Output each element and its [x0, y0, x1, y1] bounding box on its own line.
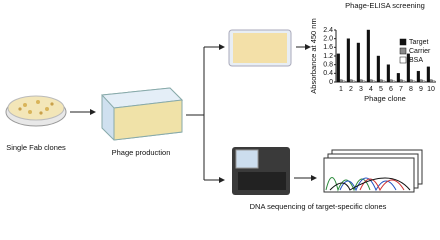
bar: [369, 79, 373, 83]
well-plate: [100, 87, 184, 141]
legend-label: Carrier: [409, 48, 431, 55]
x-tick-label: 9: [419, 86, 423, 93]
bar: [396, 73, 400, 83]
y-tick-label: 0.4: [323, 70, 333, 77]
bar: [376, 55, 380, 83]
bar: [392, 80, 396, 83]
legend-label: BSA: [409, 57, 423, 64]
legend-swatch: [399, 56, 407, 64]
bar: [372, 80, 376, 83]
bar: [382, 80, 386, 83]
bar: [386, 64, 390, 83]
chart-title: Phage-ELISA screening: [345, 1, 425, 10]
bar: [416, 70, 420, 83]
x-tick-label: 5: [379, 86, 383, 93]
bar: [362, 80, 366, 83]
bar: [426, 66, 430, 83]
bar: [412, 80, 416, 83]
diagram: Single Fab clones Phage production DNA s…: [5, 1, 436, 211]
legend-label: Target: [409, 39, 429, 46]
bar: [389, 79, 393, 83]
legend-swatch: [399, 47, 407, 55]
y-tick-label: 0.8: [323, 62, 333, 69]
y-tick-label: 1.6: [323, 44, 333, 51]
bar: [346, 38, 350, 83]
x-tick-label: 3: [359, 86, 363, 93]
x-tick-label: 1: [339, 86, 343, 93]
y-tick-label: 2.4: [323, 27, 333, 34]
x-tick-label: 4: [369, 86, 373, 93]
petri-dish: [5, 95, 67, 127]
chromatograms: [323, 149, 423, 193]
x-tick-label: 2: [349, 86, 353, 93]
bar: [419, 79, 423, 83]
y-axis-label: Absorbance at 450 nm: [309, 18, 318, 93]
bar: [429, 79, 433, 83]
bar: [366, 29, 370, 83]
elisa-wells: [233, 33, 287, 63]
bar: [402, 80, 406, 83]
x-tick-label: 10: [427, 86, 435, 93]
bar: [356, 42, 360, 83]
y-tick-label: 0: [329, 79, 333, 86]
sequencer: [232, 147, 290, 195]
label: DNA sequencing of target-specific clones: [250, 202, 387, 211]
x-tick-label: 7: [399, 86, 403, 93]
label: Phage production: [112, 148, 171, 157]
x-tick-label: 6: [389, 86, 393, 93]
bar: [359, 79, 363, 83]
x-axis-label: Phage clone: [364, 94, 406, 103]
legend-swatch: [399, 38, 407, 46]
bar: [352, 80, 356, 83]
bar: [399, 79, 403, 83]
bar: [349, 79, 353, 83]
bar: [422, 80, 426, 83]
y-tick-label: 2.0: [323, 36, 333, 43]
bar: [379, 79, 383, 83]
x-tick-label: 8: [409, 86, 413, 93]
y-tick-label: 1.2: [323, 53, 333, 60]
bar: [409, 79, 413, 83]
bar: [432, 80, 436, 83]
bar: [336, 53, 340, 83]
bar: [406, 53, 410, 83]
bar: [339, 79, 343, 83]
label: Single Fab clones: [6, 143, 66, 152]
bar: [342, 80, 346, 83]
page: {"labels": {"single_fab": "Single Fab cl…: [5, 1, 436, 211]
